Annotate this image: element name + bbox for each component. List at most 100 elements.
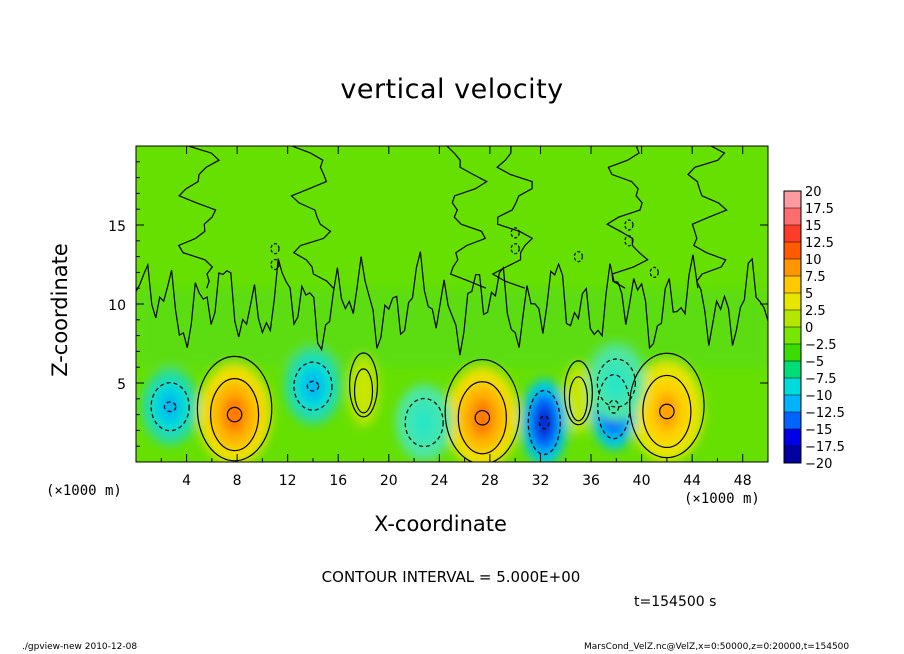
colorbar-swatch (784, 208, 801, 226)
colorbar-swatch (784, 310, 801, 328)
zero-contour-upper-2 (446, 146, 488, 289)
small-loop-0 (270, 243, 280, 255)
zero-contour-upper-3 (491, 146, 534, 289)
field-cell-1 (445, 367, 519, 462)
chart-title: vertical velocity (340, 74, 564, 105)
small-loop-2 (510, 227, 520, 239)
colorbar-swatch (784, 259, 801, 277)
x-axis-label: X-coordinate (374, 512, 507, 536)
colorbar-label: −5 (805, 355, 824, 370)
colorbar-swatch (784, 276, 801, 294)
contour-3 (353, 368, 374, 414)
colorbar-swatch (784, 225, 801, 243)
x-tick-label: 24 (430, 473, 448, 489)
contour-9 (597, 374, 631, 440)
footer-right: MarsCond_VelZ.nc@VelZ,x=0:50000,z=0:2000… (584, 642, 850, 652)
x-tick-label: 12 (279, 473, 297, 489)
colorbar-swatch (784, 378, 801, 396)
colorbar-swatch (784, 344, 801, 362)
colorbar-label: 17.5 (805, 202, 834, 217)
field-cell-8 (520, 379, 568, 462)
y-tick-label: 10 (108, 298, 126, 314)
contour-inner-1 (474, 409, 491, 426)
colorbar-label: −10 (805, 389, 832, 404)
x-tick-label: 44 (683, 473, 701, 489)
colorbar-label: 20 (805, 185, 822, 200)
field-cell-7 (395, 384, 453, 461)
x-tick-label: 20 (380, 473, 398, 489)
field-cell-0 (198, 364, 271, 462)
mid-band (136, 288, 768, 368)
zero-contour-mid (136, 251, 768, 356)
contour-inner-5 (163, 401, 177, 413)
field-cell-3 (347, 354, 380, 427)
small-loop-7 (649, 266, 659, 278)
x-tick-label: 4 (182, 473, 191, 489)
contour-5 (150, 382, 190, 432)
contour-inner-2 (659, 403, 675, 420)
field-cell-2 (630, 361, 704, 462)
colorbar-swatch (784, 242, 801, 260)
colorbar-swatch (784, 361, 801, 379)
zero-contour-0 (196, 355, 273, 462)
colorbar-label: −12.5 (805, 406, 845, 421)
small-loop-5 (624, 235, 634, 247)
colorbar-swatch (784, 429, 801, 447)
contour-inner-0 (226, 406, 243, 423)
time-stamp: t=154500 s (634, 594, 717, 610)
zero-contour-2 (629, 352, 705, 459)
field-cell-10 (587, 344, 645, 422)
x-tick-label: 28 (481, 473, 499, 489)
colorbar-label: −7.5 (805, 372, 837, 387)
colorbar-label: 0 (805, 321, 813, 336)
zero-contour-upper-0 (177, 146, 221, 289)
x-unit-right: (×1000 m) (684, 491, 760, 507)
colorbar-label: −20 (805, 457, 832, 472)
field-cell-4 (562, 362, 595, 435)
contour-7 (404, 397, 444, 448)
y-tick-label: 15 (108, 219, 126, 235)
colorbar-swatch (784, 293, 801, 311)
contour-4 (568, 376, 589, 422)
zero-contour-upper-4 (605, 146, 649, 289)
small-loop-4 (624, 219, 634, 231)
contour-0 (209, 378, 260, 452)
footer-left: ./gpview-new 2010-12-08 (22, 642, 138, 652)
y-axis-label: Z-coordinate (48, 243, 72, 377)
colorbar-label: 15 (805, 219, 822, 234)
colorbar-swatch (784, 327, 801, 345)
colorbar-swatch (784, 446, 801, 464)
colorbar-swatch (784, 412, 801, 430)
colorbar-label: 10 (805, 253, 822, 268)
x-tick-label: 16 (329, 473, 347, 489)
small-loop-1 (270, 258, 280, 271)
colorbar-label: −15 (805, 423, 832, 438)
contour-inner-8 (538, 415, 550, 430)
x-unit-left: (×1000 m) (46, 483, 122, 499)
y-tick-label: 5 (117, 377, 126, 393)
colorbar-swatch (784, 395, 801, 413)
colorbar-label: 2.5 (805, 304, 826, 319)
zero-contour-3 (348, 352, 379, 418)
colorbar-label: 12.5 (805, 236, 834, 251)
contour-6 (293, 361, 333, 411)
x-tick-label: 8 (233, 473, 242, 489)
contour-interval-text: CONTOUR INTERVAL = 5.000E+00 (321, 568, 581, 586)
contour-1 (457, 381, 507, 455)
contour-inner-6 (306, 380, 320, 392)
contour-2 (642, 374, 692, 449)
colorbar-label: −17.5 (805, 440, 845, 455)
zero-contour-upper-5 (687, 146, 728, 289)
colorbar-swatch (784, 191, 801, 209)
colorbar-label: 5 (805, 287, 813, 302)
small-loop-3 (510, 243, 520, 255)
x-tick-label: 32 (532, 473, 550, 489)
x-tick-label: 48 (734, 473, 752, 489)
colorbar-label: −2.5 (805, 338, 837, 353)
contour-10 (596, 358, 636, 408)
field-cell-6 (284, 347, 342, 425)
zero-contour-4 (563, 360, 593, 426)
x-tick-label: 40 (633, 473, 651, 489)
zero-contour-1 (444, 358, 521, 462)
